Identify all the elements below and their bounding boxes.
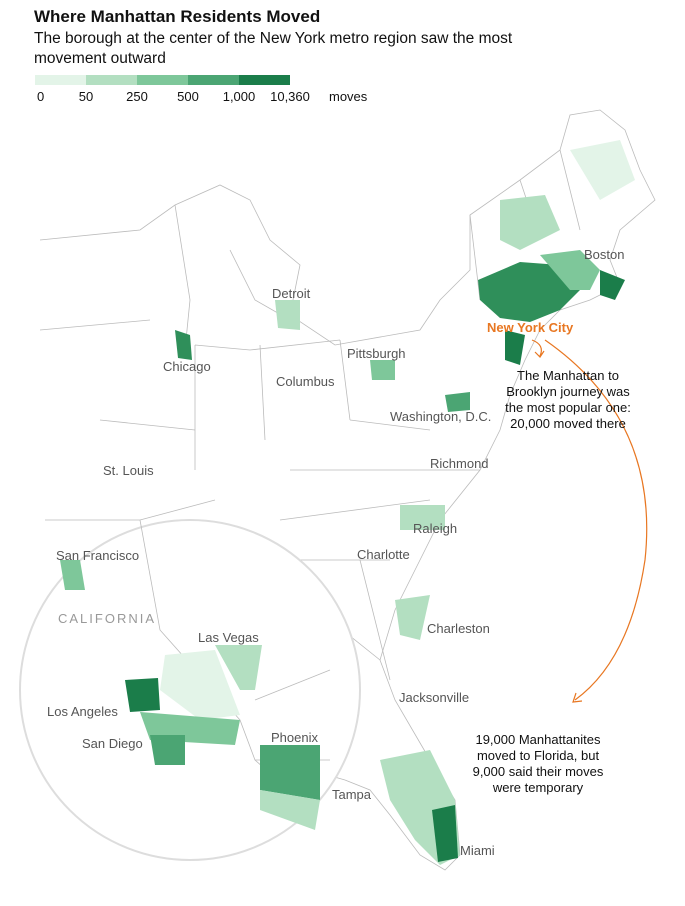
legend-unit: moves (329, 89, 368, 104)
region-fill (500, 195, 560, 250)
city-label: Chicago (163, 359, 211, 374)
city-label: Richmond (430, 456, 489, 471)
city-label: Charleston (427, 621, 490, 636)
city-label: Tampa (332, 787, 372, 802)
city-label: Phoenix (271, 730, 318, 745)
region-fill (432, 805, 458, 862)
highlight-label: New York City (487, 320, 574, 335)
region-fill (175, 330, 192, 360)
region-fill (600, 270, 625, 300)
city-label: San Diego (82, 736, 143, 751)
city-label: Detroit (272, 286, 311, 301)
region-fills (175, 140, 635, 865)
region-fill (215, 645, 262, 690)
region-fill (275, 300, 300, 330)
city-label: Jacksonville (399, 690, 469, 705)
region-fill (125, 678, 160, 712)
city-label: San Francisco (56, 548, 139, 563)
legend-label: 50 (79, 89, 93, 104)
region-fill (478, 262, 580, 322)
legend-label: 250 (126, 89, 148, 104)
city-label: Washington, D.C. (390, 409, 491, 424)
region-fill (160, 650, 240, 720)
city-label: Miami (460, 843, 495, 858)
region-fill (60, 560, 85, 590)
region-fill (400, 505, 445, 530)
region-fill (570, 140, 635, 200)
subtitle: The borough at the center of the New Yor… (34, 30, 513, 47)
legend-label: 0 (37, 89, 44, 104)
lake-shore (174, 204, 291, 351)
legend-swatch (86, 75, 137, 85)
annotation-arrow (544, 339, 648, 703)
legend-swatch (239, 75, 290, 85)
region-fill (260, 745, 320, 800)
region-label: CALIFORNIA (58, 611, 156, 626)
region-fill (260, 790, 320, 830)
legend-label: 500 (177, 89, 199, 104)
legend: 0 50 250 500 1,000 10,360 moves (35, 75, 368, 104)
region-fill (150, 735, 185, 765)
city-label: Raleigh (413, 521, 457, 536)
city-label: Boston (584, 247, 624, 262)
annotation-text: 20,000 moved there (510, 416, 626, 431)
legend-label: 10,360 (270, 89, 310, 104)
legend-swatch (137, 75, 188, 85)
inset (19, 499, 361, 861)
city-label: Pittsburgh (347, 346, 406, 361)
annotation-text: were temporary (492, 780, 584, 795)
annotation-text: 9,000 said their moves (473, 764, 604, 779)
city-label: Los Angeles (47, 704, 118, 719)
region-fill (395, 595, 430, 640)
city-label: Columbus (276, 374, 335, 389)
legend-swatch (188, 75, 239, 85)
city-label: Las Vegas (198, 630, 259, 645)
legend-label: 1,000 (223, 89, 256, 104)
annotation-text: 19,000 Manhattanites (475, 732, 601, 747)
region-fill (370, 360, 395, 380)
annotation-text: The Manhattan to (517, 368, 619, 383)
city-label: St. Louis (103, 463, 154, 478)
region-fill (505, 330, 525, 365)
annotation-text: Brooklyn journey was (506, 384, 630, 399)
annotation-arrow (531, 339, 545, 358)
city-label: Charlotte (357, 547, 410, 562)
region-fill (540, 250, 600, 290)
title: Where Manhattan Residents Moved (34, 7, 320, 26)
annotation-text: moved to Florida, but (477, 748, 600, 763)
region-fill (445, 392, 470, 412)
subtitle: movement outward (34, 50, 166, 67)
annotation-text: the most popular one: (505, 400, 631, 415)
legend-swatch (35, 75, 86, 85)
